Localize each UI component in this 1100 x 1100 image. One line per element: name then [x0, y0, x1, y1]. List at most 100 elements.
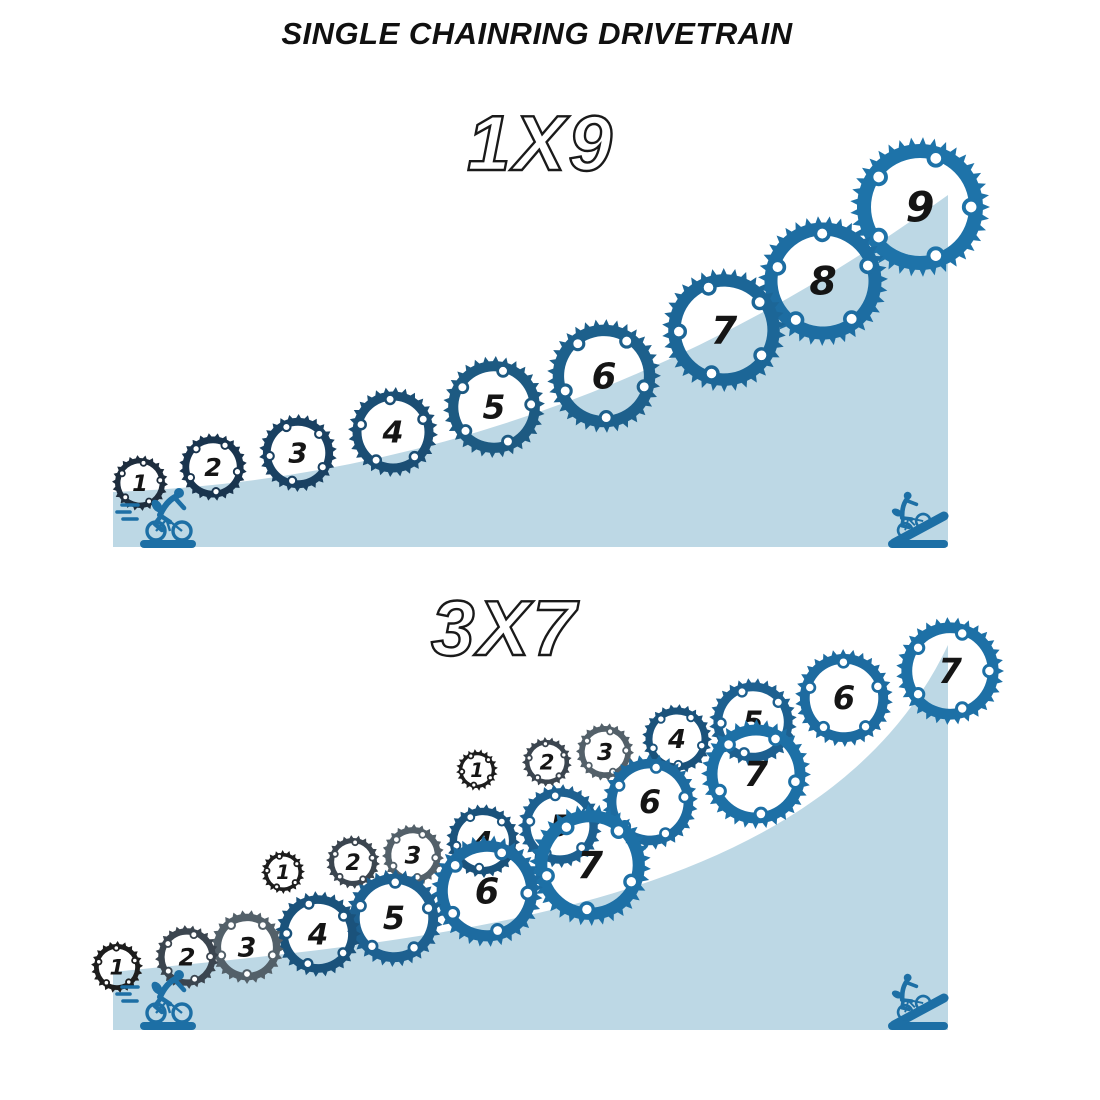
gear-number: 6 — [833, 679, 855, 717]
bolt-hole — [118, 469, 126, 478]
road-bar — [140, 1022, 196, 1030]
gear-number: 6 — [639, 785, 661, 821]
bolt-hole — [121, 493, 130, 501]
bolt-hole — [787, 311, 805, 329]
bolt-hole — [520, 885, 536, 901]
bolt-hole — [338, 910, 350, 922]
gear-number: 7 — [744, 755, 769, 795]
bolt-hole — [606, 727, 614, 736]
bolt-hole — [869, 167, 888, 187]
panel-1x9-heading: 1X9 — [467, 99, 615, 187]
bolt-hole — [524, 815, 536, 827]
gear-3x7-4: 4 — [275, 891, 362, 977]
bolt-hole — [557, 383, 573, 399]
gear-3x7-7: 7 — [529, 804, 651, 926]
bolt-hole — [768, 258, 787, 276]
bolt-hole — [636, 379, 652, 395]
gear-number: 2 — [204, 453, 222, 482]
bolt-hole — [445, 905, 461, 921]
gear-number: 3 — [238, 932, 257, 963]
bolt-hole — [670, 323, 687, 340]
bolt-hole — [163, 966, 173, 976]
gear-3x7-2: 2 — [155, 925, 219, 989]
bolt-hole — [622, 746, 631, 755]
bolt-hole — [612, 779, 626, 792]
bolt-hole — [388, 875, 402, 889]
bolt-hole — [242, 969, 252, 979]
bolt-hole — [211, 487, 221, 497]
bolt-hole — [560, 751, 568, 759]
gear-3x7-2: 2 — [521, 737, 572, 787]
bolt-hole — [578, 901, 596, 918]
bolt-hole — [753, 347, 770, 364]
bolt-hole — [458, 768, 466, 776]
bolt-hole — [95, 958, 103, 966]
bolt-hole — [336, 872, 344, 881]
bolt-hole — [525, 754, 533, 762]
bolt-hole — [353, 899, 367, 913]
bolt-hole — [408, 450, 421, 463]
gear-number: 2 — [345, 850, 360, 876]
bolt-hole — [570, 336, 586, 352]
bolt-hole — [712, 783, 727, 799]
bolt-hole — [291, 879, 299, 886]
bolt-hole — [555, 772, 563, 780]
gear-number: 8 — [809, 260, 836, 305]
bolt-hole — [263, 867, 271, 874]
hill-slope-1x9 — [113, 195, 948, 547]
gear-number: 4 — [667, 725, 686, 755]
gear-3x7-6: 6 — [431, 835, 543, 947]
bolt-hole — [112, 944, 120, 952]
bolt-hole — [598, 410, 614, 426]
bolt-hole — [145, 497, 153, 506]
panel-3x7-heading: 3X7 — [431, 584, 579, 672]
speed-lines-icon — [115, 985, 140, 1003]
gear-number: 3 — [597, 740, 613, 766]
bolt-hole — [189, 930, 199, 940]
gear-number: 3 — [405, 841, 422, 869]
gear-number: 6 — [592, 357, 617, 398]
bolt-hole — [470, 781, 478, 789]
gear-3x7-2: 2 — [326, 835, 380, 889]
bolt-hole — [549, 790, 561, 802]
page-title: SINGLE CHAINRING DRIVETRAIN — [281, 16, 792, 51]
gear-1x9-6: 6 — [547, 319, 661, 433]
bolt-hole — [276, 852, 283, 860]
bolt-hole — [226, 920, 237, 931]
gear-1x9-7: 7 — [662, 268, 786, 392]
bolt-hole — [293, 860, 301, 868]
gear-number: 1 — [109, 956, 124, 981]
bolt-hole — [337, 947, 349, 959]
bolt-hole — [465, 812, 476, 823]
bolt-hole — [139, 459, 148, 467]
panel-3x7: 3X7 765432176543217654321 — [91, 583, 1004, 1030]
bolt-hole — [370, 454, 383, 467]
bolt-hole — [871, 679, 885, 693]
bolt-hole — [455, 380, 470, 395]
bolt-hole — [486, 774, 494, 782]
gear-number: 5 — [383, 899, 405, 937]
bolt-hole — [431, 853, 440, 862]
bolt-hole — [490, 923, 506, 938]
bolt-hole — [738, 747, 750, 759]
bolt-hole — [524, 397, 538, 412]
bolt-hole — [659, 827, 672, 840]
ramp-bar — [889, 511, 949, 548]
bolt-hole — [955, 626, 970, 641]
bolt-hole — [610, 822, 627, 840]
bolt-hole — [302, 958, 314, 970]
gear-3x7-3: 3 — [576, 723, 634, 781]
bolt-hole — [351, 838, 359, 847]
gear-1x9-2: 2 — [179, 433, 247, 501]
gear-number: 7 — [938, 652, 962, 692]
bolt-hole — [216, 950, 227, 961]
bolt-hole — [703, 365, 720, 382]
bolt-hole — [955, 701, 970, 716]
bolt-hole — [392, 835, 401, 844]
bolt-hole — [678, 790, 692, 804]
bolt-hole — [859, 256, 877, 275]
bolt-hole — [191, 444, 201, 454]
bolt-hole — [649, 761, 663, 774]
gear-3x7-3: 3 — [382, 823, 444, 886]
gear-number: 2 — [540, 750, 555, 775]
